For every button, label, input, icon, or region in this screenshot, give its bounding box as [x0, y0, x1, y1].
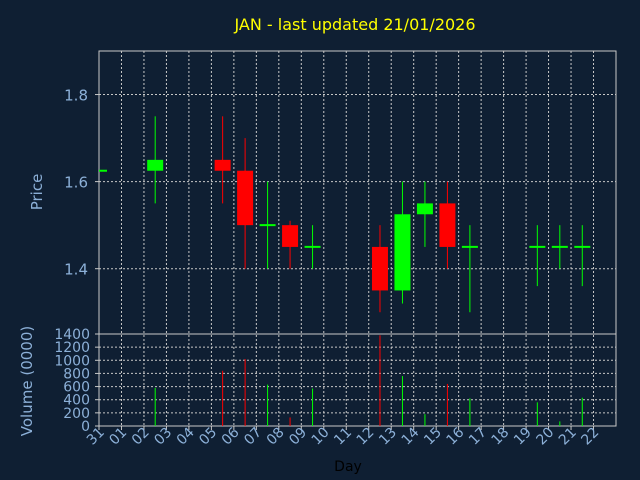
price-tick-labels: 1.4 1.6 1.8 [64, 87, 99, 279]
chart-title: JAN - last updated 21/01/2026 [233, 15, 475, 34]
x-axis-label: Day [334, 459, 362, 475]
day-tick-label: 05 [196, 425, 220, 449]
grid-lines [99, 51, 616, 426]
candle-body [214, 159, 231, 171]
day-tick-label: 22 [578, 425, 602, 449]
price-panel-frame [98, 50, 617, 335]
day-tick-label: 13 [376, 425, 400, 449]
volume-bars [154, 335, 583, 426]
volume-axis-label: Volume (0000) [18, 326, 36, 436]
volume-tick-label: 800 [63, 366, 90, 382]
day-tick-label: 21 [556, 425, 580, 449]
volume-panel-frame [98, 333, 617, 427]
day-tick-label: 12 [354, 425, 378, 449]
day-tick-label: 15 [421, 425, 445, 449]
candle-body [439, 203, 456, 247]
candles [99, 116, 591, 313]
volume-tick-label: 400 [63, 393, 90, 409]
day-tick-label: 14 [399, 424, 423, 448]
candle-body [371, 246, 388, 291]
price-tick-label: 1.6 [64, 174, 88, 192]
day-tick-label: 20 [533, 425, 557, 449]
volume-tick-label: 1400 [54, 327, 90, 343]
day-tick-label: 17 [466, 425, 490, 449]
day-tick-labels: 3101020304050607080910111213141516171819… [84, 424, 602, 448]
day-tick-label: 19 [511, 425, 535, 449]
volume-tick-label: 600 [63, 380, 90, 396]
price-tick-label: 1.8 [64, 87, 88, 105]
day-tick-label: 09 [286, 425, 310, 449]
day-tick-label: 04 [174, 424, 198, 448]
candle-body [237, 170, 254, 226]
day-tick-label: 18 [489, 425, 513, 449]
volume-tick-label: 1000 [54, 353, 90, 369]
day-tick-label: 07 [241, 425, 265, 449]
candle-body [147, 159, 164, 171]
volume-tick-label: 200 [63, 406, 90, 422]
day-tick-label: 16 [444, 424, 468, 448]
volume-tick-label: 1200 [54, 340, 90, 356]
day-tick-label: 06 [219, 424, 243, 448]
price-axis-label: Price [28, 174, 46, 211]
candle-body [394, 214, 411, 291]
day-tick-label: 02 [129, 425, 153, 449]
day-tick-label: 03 [151, 425, 175, 449]
day-tick-label: 08 [264, 425, 288, 449]
day-tick-label: 01 [106, 425, 130, 449]
candle-body [282, 225, 299, 247]
volume-tick-label: 0 [81, 419, 90, 435]
candle-body [416, 203, 433, 215]
day-tick-label: 11 [331, 425, 355, 449]
price-tick-label: 1.4 [64, 261, 88, 279]
day-tick-label: 10 [309, 425, 333, 449]
